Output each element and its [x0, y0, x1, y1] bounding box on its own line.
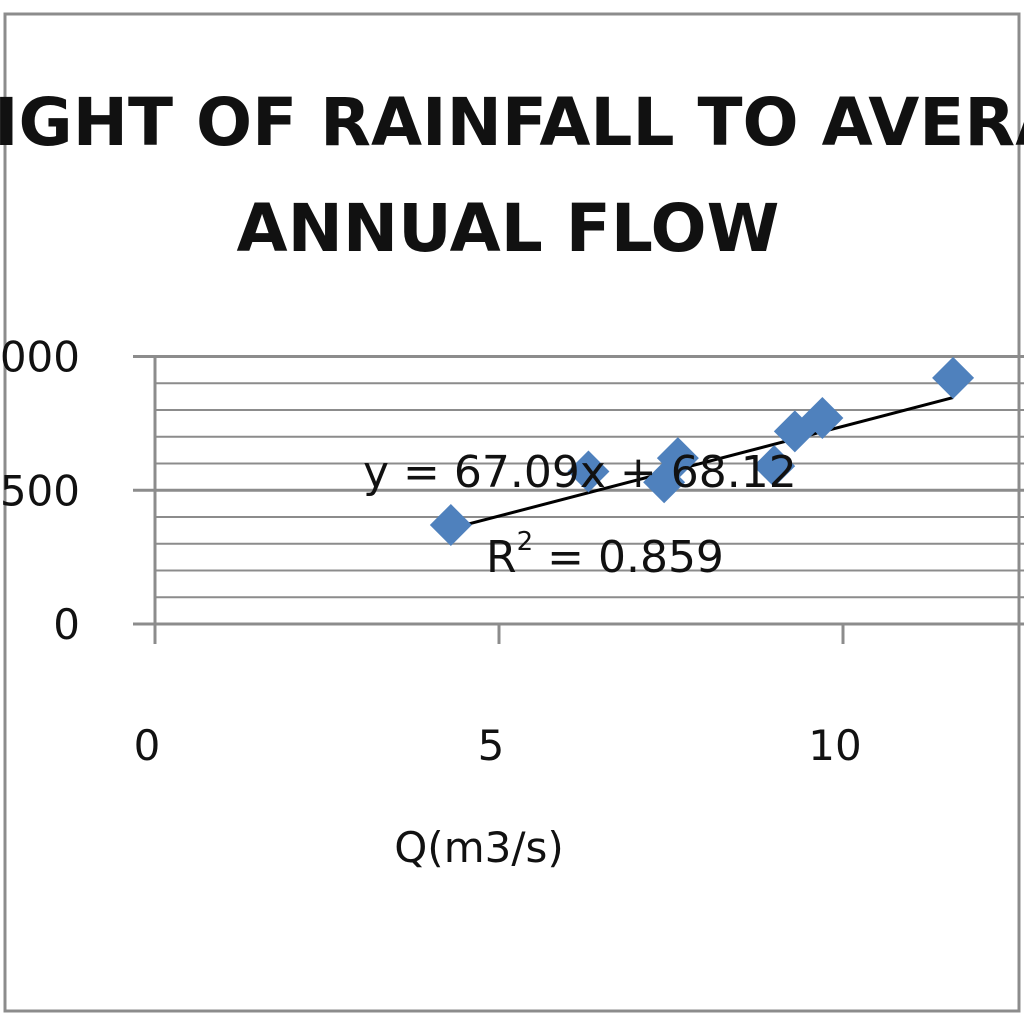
- trendline: [450, 396, 954, 531]
- y-tick-label-0: 0: [53, 600, 80, 649]
- r-squared-superscript: 2: [517, 527, 534, 557]
- trendline-equation: y = 67.09x + 68.12: [363, 447, 797, 498]
- trendline-r-squared: R2 = 0.859: [486, 527, 724, 583]
- x-axis-title: Q(m3/s): [394, 823, 564, 872]
- axes: [133, 355, 1024, 644]
- data-points: [429, 356, 975, 547]
- chart-title-line-1: IGHT OF RAINFALL TO AVERA: [0, 84, 1024, 161]
- data-point-1: [567, 450, 610, 493]
- y-tick-label-1000: 1000: [0, 333, 80, 382]
- r-squared-prefix: R: [486, 532, 517, 583]
- x-tick-label-0: 0: [134, 721, 161, 770]
- trendline-group: [450, 396, 954, 531]
- data-point-6: [801, 397, 844, 440]
- gridlines: [155, 355, 1024, 599]
- data-point-0: [429, 504, 472, 547]
- chart-title-line-2: ANNUAL FLOW: [237, 190, 780, 267]
- r-squared-value: = 0.859: [533, 532, 724, 583]
- y-tick-label-500: 500: [0, 466, 80, 515]
- data-point-4: [753, 445, 796, 488]
- tick-labels: 0 500 1000 0 5 10: [0, 333, 862, 771]
- data-point-3: [656, 437, 699, 480]
- data-point-7: [932, 356, 975, 399]
- x-tick-label-5: 5: [478, 721, 505, 770]
- x-tick-label-10: 10: [808, 721, 861, 770]
